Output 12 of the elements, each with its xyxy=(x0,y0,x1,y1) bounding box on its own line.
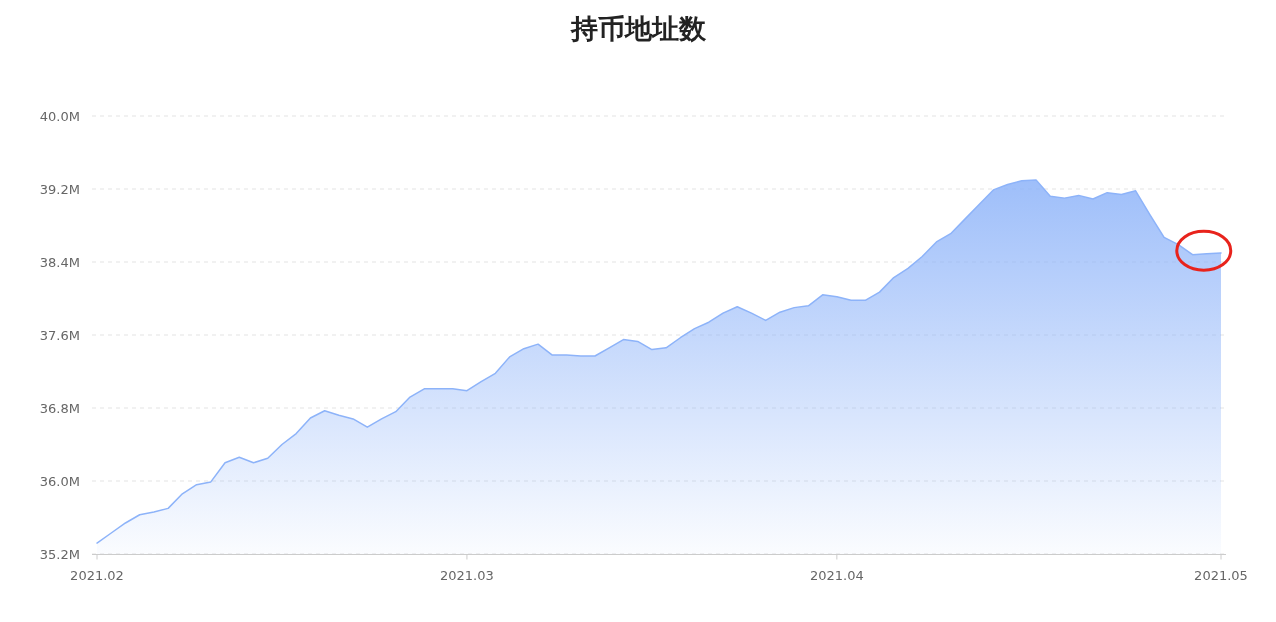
y-tick-label: 38.4M xyxy=(39,254,80,270)
x-tick-label: 2021.03 xyxy=(440,568,494,583)
y-tick-label: 40.0M xyxy=(39,108,80,124)
y-tick-label: 36.0M xyxy=(39,473,80,489)
x-tick-label: 2021.04 xyxy=(809,568,864,583)
y-tick-label: 35.2M xyxy=(39,546,80,562)
chart-title: 持币地址数 xyxy=(569,13,707,44)
y-tick-label: 39.2M xyxy=(39,181,80,197)
x-tick-label: 2021.05 xyxy=(1194,568,1248,583)
y-tick-label: 36.8M xyxy=(39,400,80,416)
x-tick-label: 2021.02 xyxy=(70,568,124,583)
y-tick-label: 37.6M xyxy=(39,327,80,343)
